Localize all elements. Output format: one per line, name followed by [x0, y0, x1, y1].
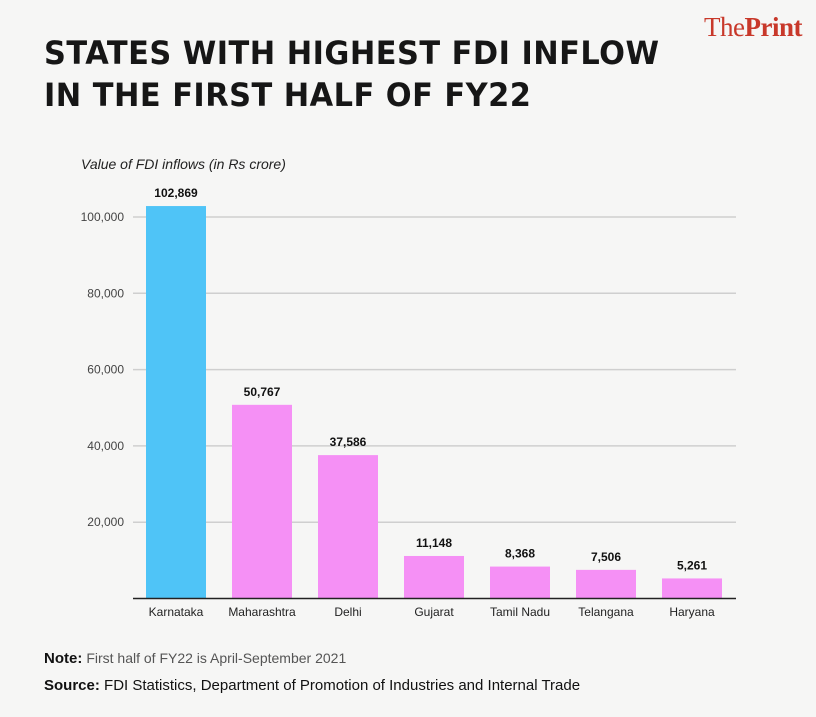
x-tick-label: Gujarat [414, 605, 454, 619]
bar-delhi [318, 455, 378, 599]
x-tick-label: Karnataka [149, 605, 204, 619]
data-label: 5,261 [677, 558, 707, 572]
x-tick-label: Delhi [334, 605, 361, 619]
y-tick-label: 100,000 [81, 210, 125, 224]
note: Note: First half of FY22 is April-Septemb… [44, 650, 346, 667]
data-label: 11,148 [416, 536, 452, 550]
y-tick-label: 60,000 [87, 363, 124, 377]
note-label: Note: [44, 650, 83, 667]
x-tick-label: Tamil Nadu [490, 605, 550, 619]
data-label: 102,869 [154, 186, 198, 200]
source-label: Source: [44, 677, 100, 694]
data-label: 7,506 [591, 550, 621, 564]
title-line-2: IN THE FIRST HALF OF FY22 [44, 76, 532, 114]
y-tick-label: 20,000 [87, 515, 124, 529]
theprint-logo: ThePrint [704, 12, 802, 43]
logo-print: Print [744, 12, 803, 42]
bar-maharashtra [232, 404, 292, 599]
bar-karnataka [146, 206, 206, 599]
bar-telangana [576, 569, 636, 599]
x-tick-label: Telangana [578, 605, 634, 619]
x-tick-label: Maharashtra [228, 605, 296, 619]
bar-gujarat [404, 555, 464, 599]
bar-haryana [662, 578, 722, 599]
source: Source: FDI Statistics, Department of Pr… [44, 677, 580, 694]
note-text: First half of FY22 is April-September 20… [86, 650, 347, 666]
x-tick-label: Haryana [669, 605, 715, 619]
y-axis-label: Value of FDI inflows (in Rs crore) [81, 156, 286, 172]
logo-the: The [704, 12, 745, 42]
title-line-1: STATES WITH HIGHEST FDI INFLOW [44, 34, 660, 72]
y-tick-label: 80,000 [87, 286, 124, 300]
data-label: 8,368 [505, 547, 535, 561]
data-label: 50,767 [244, 385, 281, 399]
bar-tamil-nadu [490, 566, 550, 599]
data-label: 37,586 [330, 435, 367, 449]
y-tick-label: 40,000 [87, 439, 124, 453]
source-text: FDI Statistics, Department of Promotion … [104, 677, 581, 694]
chart-title: STATES WITH HIGHEST FDI INFLOW IN THE FI… [44, 32, 659, 116]
